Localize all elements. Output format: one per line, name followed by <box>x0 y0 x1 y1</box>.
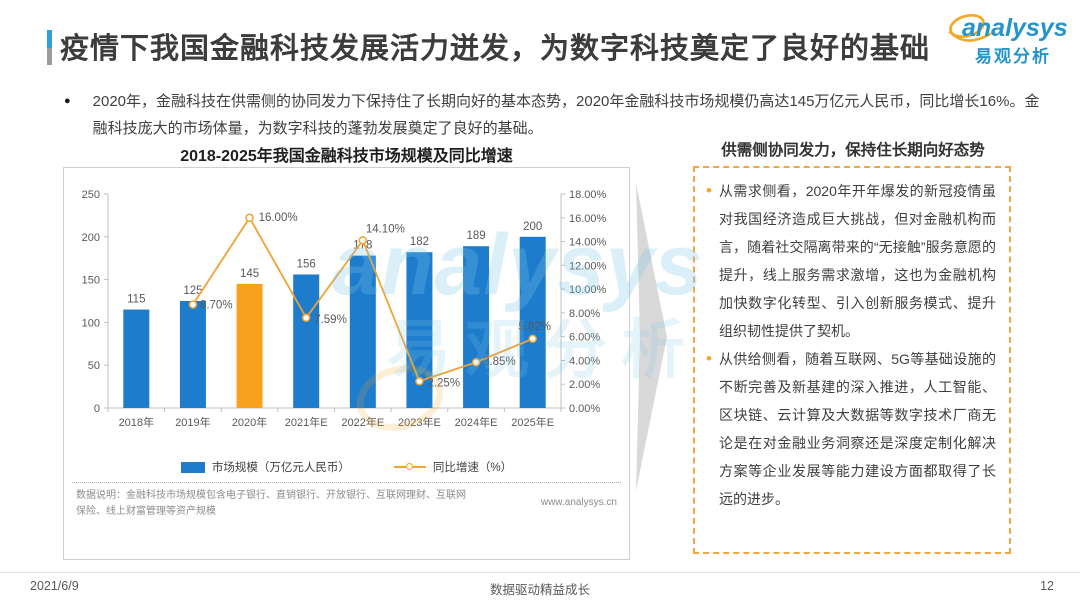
legend-line-swatch-icon <box>393 463 426 470</box>
intro-bullet-icon: ● <box>64 95 71 107</box>
svg-text:10.00%: 10.00% <box>569 284 607 296</box>
svg-text:14.00%: 14.00% <box>569 237 607 249</box>
side-bullet-text: 从供给侧看，随着互联网、5G等基础设施的不断完善及新基建的深入推进，人工智能、区… <box>718 351 996 507</box>
chart-source-url: www.analysys.cn <box>540 497 617 508</box>
svg-text:2025年E: 2025年E <box>511 415 554 429</box>
bullet-dot-icon: • <box>706 349 712 368</box>
logo-swirl-icon <box>948 14 992 42</box>
svg-text:125: 125 <box>183 285 202 297</box>
legend-item-line: 同比增速（%） <box>393 459 513 475</box>
page-title: 疫情下我国金融科技发展活力迸发，为数字科技奠定了良好的基础 <box>60 33 931 65</box>
legend-bar-label: 市场规模（万亿元人民币） <box>211 462 350 474</box>
svg-text:182: 182 <box>410 236 429 248</box>
svg-text:50: 50 <box>88 360 100 372</box>
footer-center-text: 数据驱动精益成长 <box>489 583 590 597</box>
svg-text:8.00%: 8.00% <box>569 308 600 320</box>
svg-text:200: 200 <box>523 221 542 233</box>
svg-text:189: 189 <box>466 230 485 242</box>
svg-text:14.10%: 14.10% <box>366 223 405 235</box>
svg-text:2018年: 2018年 <box>119 415 154 429</box>
bullet-dot-icon: • <box>706 181 712 200</box>
svg-text:12.00%: 12.00% <box>569 260 607 272</box>
svg-text:2021年E: 2021年E <box>285 415 328 429</box>
svg-text:150: 150 <box>82 275 100 287</box>
svg-text:178: 178 <box>353 240 372 252</box>
footer-date: 2021/6/9 <box>30 579 79 593</box>
svg-text:16.00%: 16.00% <box>259 212 298 224</box>
chart-footnote: 数据说明：金融科技市场规模包含电子银行、直销银行、开放银行、互联网理财、互联网保… <box>76 490 466 517</box>
svg-text:115: 115 <box>127 294 145 306</box>
svg-text:6.00%: 6.00% <box>569 332 600 344</box>
side-bullet-text: 从需求侧看，2020年开年爆发的新冠疫情虽对我国经济造成巨大挑战，但对金融机构而… <box>718 183 996 339</box>
side-panel-title: 供需侧协同发力，保持住长期向好态势 <box>721 142 985 159</box>
svg-text:2022年E: 2022年E <box>341 415 384 429</box>
side-bullet-item: • 从供给侧看，随着互联网、5G等基础设施的不断完善及新基建的深入推进，人工智能… <box>706 345 996 513</box>
side-bullet-item: • 从需求侧看，2020年开年爆发的新冠疫情虽对我国经济造成巨大挑战，但对金融机… <box>706 177 996 345</box>
svg-text:0: 0 <box>94 403 100 415</box>
footer-page-number: 12 <box>1040 579 1054 593</box>
svg-text:8.70%: 8.70% <box>200 300 233 312</box>
logo-brand-text: analysys <box>962 14 1068 42</box>
legend-item-bars: 市场规模（万亿元人民币） <box>180 459 350 475</box>
svg-text:4.00%: 4.00% <box>569 355 600 367</box>
legend-bar-swatch-icon <box>180 461 205 473</box>
svg-text:145: 145 <box>240 268 259 280</box>
svg-text:2023年E: 2023年E <box>398 415 441 429</box>
svg-text:5.82%: 5.82% <box>518 321 551 333</box>
svg-text:2024年E: 2024年E <box>455 415 498 429</box>
transition-arrow-icon <box>636 183 667 491</box>
analysys-logo: analysys 易观分析 <box>942 8 1068 66</box>
svg-text:2.25%: 2.25% <box>427 377 460 389</box>
svg-text:2019年: 2019年 <box>175 415 210 429</box>
logo-brand-cn: 易观分析 <box>975 47 1051 66</box>
chart-card: 0 50 100 150 200 250 0.00% 2.00% 4.00% 6.00% 8.00%… <box>63 167 630 560</box>
svg-text:18.00%: 18.00% <box>569 189 607 201</box>
legend-line-label: 同比增速（%） <box>432 462 513 474</box>
svg-text:2.00%: 2.00% <box>569 379 600 391</box>
side-panel: • 从需求侧看，2020年开年爆发的新冠疫情虽对我国经济造成巨大挑战，但对金融机… <box>693 166 1011 554</box>
svg-text:100: 100 <box>82 317 100 329</box>
chart-legend: 市场规模（万亿元人民币） 同比增速（%） <box>64 457 629 477</box>
title-accent-bar <box>47 30 52 65</box>
svg-text:3.85%: 3.85% <box>483 356 516 368</box>
svg-text:2020年: 2020年 <box>232 415 267 429</box>
svg-text:200: 200 <box>82 232 100 244</box>
chart-title: 2018-2025年我国金融科技市场规模及同比增速 <box>180 148 513 165</box>
svg-text:16.00%: 16.00% <box>569 213 607 225</box>
market-chart: 0 50 100 150 200 250 0.00% 2.00% 4.00% 6.00% 8.00%… <box>82 189 607 429</box>
svg-text:250: 250 <box>82 189 100 201</box>
footer-divider <box>0 572 1080 573</box>
svg-text:7.59%: 7.59% <box>314 314 347 326</box>
intro-text: 2020年，金融科技在供需侧的协同发力下保持住了长期向好的基本态势，2020年金… <box>92 93 1040 137</box>
intro-paragraph: ● 2020年，金融科技在供需侧的协同发力下保持住了长期向好的基本态势，2020… <box>64 88 1042 142</box>
chart-divider <box>72 482 621 483</box>
svg-text:156: 156 <box>297 258 316 270</box>
svg-text:0.00%: 0.00% <box>569 403 600 415</box>
chart-foot: 数据说明：金融科技市场规模包含电子银行、直销银行、开放银行、互联网理财、互联网保… <box>64 483 629 519</box>
